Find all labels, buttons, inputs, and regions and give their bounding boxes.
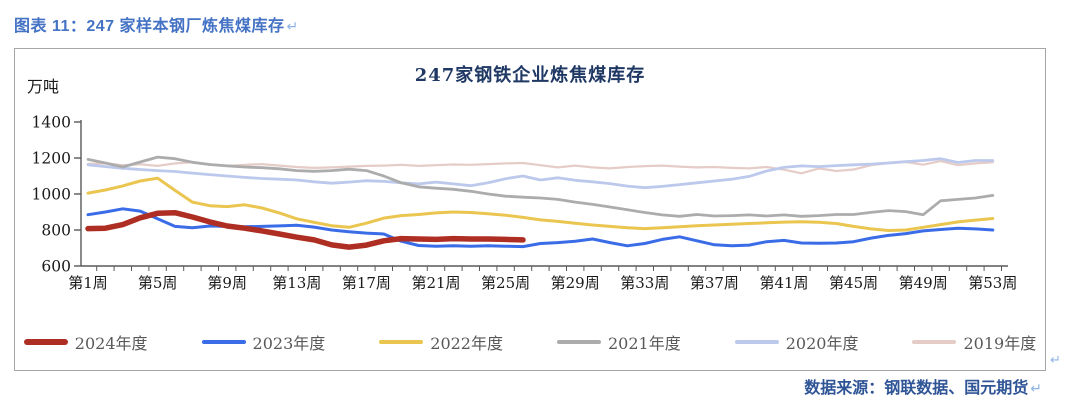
series-line-2024年度 [85, 209, 526, 250]
x-tick-label: 第17周 [342, 274, 391, 292]
x-tick-label: 第49周 [899, 274, 948, 292]
x-tick-label: 第1周 [68, 274, 108, 292]
legend-item-2022年度: 2022年度 [379, 330, 503, 354]
return-mark-icon: ↵ [1030, 380, 1042, 396]
x-tick-label: 第45周 [829, 274, 878, 292]
x-tick-label: 第29周 [551, 274, 600, 292]
legend-item-2020年度: 2020年度 [734, 330, 859, 354]
y-axis-unit-label: 万吨 [27, 77, 60, 96]
legend-line-swatch [379, 340, 424, 344]
y-tick-label: 1400 [32, 114, 71, 132]
y-tick-label: 600 [41, 258, 71, 276]
legend-item-2023年度: 2023年度 [201, 330, 326, 354]
data-source: 数据来源：钢联数据、国元期货 ↵ [804, 374, 1042, 398]
x-tick-label: 第25周 [481, 274, 530, 292]
data-source-text: 数据来源：钢联数据、国元期货 [804, 380, 1029, 397]
chart-legend: 2024年度 2023年度 2022年度 2021年度 2020年度 2019年度 [15, 330, 1045, 354]
legend-label: 2022年度 [430, 334, 503, 353]
x-tick-label: 第37周 [690, 274, 739, 292]
legend-line-swatch [23, 339, 68, 345]
legend-line-swatch [201, 340, 246, 344]
plot-area: 600 800 1000 1200 1400 第1周 第5周 第9周 第13周 第17周 第21周 第… [32, 114, 1018, 293]
legend-label: 2019年度 [963, 334, 1037, 353]
chart-container: 247家钢铁企业炼焦煤库存 万吨 600 800 1000 1200 1400 第1周 第5… [14, 48, 1046, 371]
return-mark-icon: ↵ [1050, 352, 1061, 367]
y-tick-label: 1200 [32, 150, 71, 168]
legend-label: 2024年度 [74, 334, 148, 353]
legend-line-swatch [912, 340, 957, 344]
legend-line-swatch [734, 340, 779, 344]
legend-label: 2021年度 [608, 334, 681, 353]
series-line-2019年度 [86, 159, 994, 175]
figure-caption-text: 图表 11：247 家样本钢厂炼焦煤库存 [14, 18, 285, 35]
x-tick-label: 第21周 [411, 274, 460, 292]
x-tick-label: 第33周 [620, 274, 669, 292]
legend-label: 2023年度 [252, 334, 326, 353]
y-tick-label: 800 [41, 222, 71, 240]
legend-line-swatch [557, 340, 601, 344]
x-tick-label: 第53周 [968, 274, 1017, 292]
series-line-2022年度 [86, 176, 995, 232]
figure-caption: 图表 11：247 家样本钢厂炼焦煤库存 ↵ [14, 12, 299, 36]
y-tick-label: 1000 [32, 186, 71, 204]
series-line-2020年度 [86, 157, 995, 190]
x-tick-label: 第9周 [207, 274, 247, 292]
series-line-2021年度 [86, 155, 995, 218]
legend-item-2021年度: 2021年度 [557, 330, 681, 354]
x-tick-label: 第5周 [138, 274, 178, 292]
legend-item-2019年度: 2019年度 [912, 330, 1036, 354]
chart-title: 247家钢铁企业炼焦煤库存 [414, 65, 646, 86]
x-tick-label: 第41周 [759, 274, 808, 292]
legend-item-2024年度: 2024年度 [23, 330, 148, 354]
legend-label: 2020年度 [785, 334, 859, 353]
x-tick-label: 第13周 [272, 274, 321, 292]
return-mark-icon: ↵ [286, 18, 299, 34]
